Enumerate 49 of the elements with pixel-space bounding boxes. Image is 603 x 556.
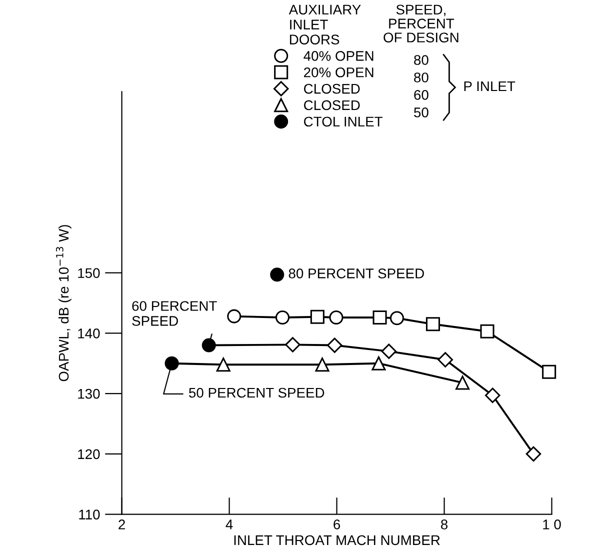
- annotation: 50: [414, 108, 428, 118]
- text: P INLET: [464, 81, 516, 92]
- y-tick-label: 110: [79, 510, 100, 520]
- x-axis-title: INLET THROAT MACH NUMBER: [234, 535, 440, 546]
- point: [310, 310, 324, 324]
- point: [381, 344, 397, 359]
- point: [542, 364, 556, 379]
- legend-label: CTOL INLET: [304, 116, 382, 127]
- annotation: 50 PERCENT SPEED: [189, 388, 324, 398]
- point: [372, 310, 387, 325]
- legend-label: 40% OPEN: [304, 51, 374, 61]
- annotation: 60: [414, 90, 428, 100]
- point: [285, 337, 300, 352]
- legend-label: CLOSED: [304, 84, 360, 94]
- point: [390, 311, 404, 326]
- point: [227, 309, 242, 324]
- annotation: 80 PERCENT SPEED: [288, 268, 424, 278]
- point: [275, 310, 290, 325]
- y-tick-label: 130: [78, 388, 100, 399]
- point: [315, 358, 330, 372]
- x-tick-label: 6: [334, 520, 340, 530]
- annotation: 60 PERCENT SPEED: [132, 301, 217, 326]
- text: SPEED, PERCENT OF DESIGN: [384, 4, 458, 42]
- point: [426, 317, 440, 332]
- legend-label: 20% OPEN: [304, 67, 374, 78]
- point: [202, 338, 216, 352]
- x-tick-label: 2: [118, 520, 125, 530]
- point: [329, 310, 344, 325]
- y-tick-label: 140: [78, 328, 100, 338]
- point: [480, 324, 494, 338]
- point: [484, 388, 500, 404]
- text: 80: [414, 72, 428, 82]
- legend-title: AUXILIARY INLET DOORS: [288, 4, 361, 44]
- y-axis-title: OAPWL, dB (re 10$^{−13}$ W): [56, 225, 72, 382]
- text: 80: [414, 55, 428, 65]
- point: [326, 338, 342, 353]
- point: [216, 358, 230, 372]
- x-tick-label: 1 0: [543, 520, 561, 530]
- y-tick-label: 120: [78, 449, 100, 460]
- point: [164, 356, 179, 370]
- point: [372, 356, 386, 370]
- x-tick-label: 8: [441, 520, 448, 530]
- point: [438, 352, 453, 368]
- y-tick-label: 150: [78, 268, 100, 278]
- point: [270, 268, 284, 282]
- point: [456, 376, 470, 390]
- legend-label: CLOSED: [304, 100, 360, 110]
- point: [526, 446, 542, 462]
- x-tick-label: 4: [226, 520, 233, 530]
